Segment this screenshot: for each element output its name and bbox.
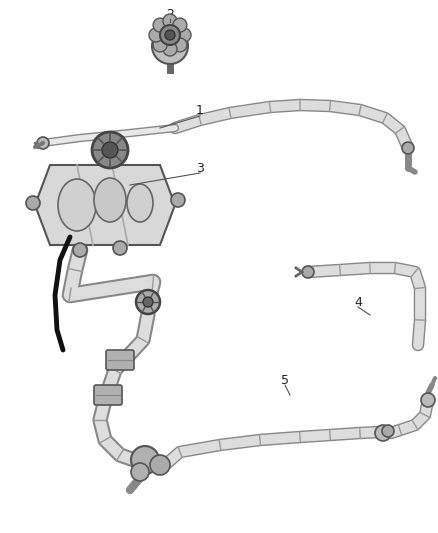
Circle shape [160,25,180,45]
Circle shape [177,28,191,42]
Text: 1: 1 [196,103,204,117]
Circle shape [302,266,314,278]
Circle shape [173,38,187,52]
Circle shape [150,455,170,475]
Polygon shape [35,165,175,245]
Circle shape [136,290,160,314]
Text: 3: 3 [196,161,204,174]
Circle shape [143,297,153,307]
Circle shape [421,393,435,407]
Text: 4: 4 [354,295,362,309]
Circle shape [152,28,188,64]
FancyBboxPatch shape [106,350,134,370]
Text: 5: 5 [281,374,289,386]
Circle shape [73,243,87,257]
Circle shape [37,137,49,149]
Circle shape [163,42,177,56]
Ellipse shape [58,179,96,231]
Circle shape [163,14,177,28]
Circle shape [165,30,175,40]
Circle shape [102,142,118,158]
Ellipse shape [127,184,153,222]
Circle shape [113,241,127,255]
Circle shape [382,425,394,437]
Circle shape [149,28,163,42]
Circle shape [171,193,185,207]
Circle shape [26,196,40,210]
Circle shape [131,463,149,481]
Circle shape [402,142,414,154]
Text: 2: 2 [166,7,174,20]
Circle shape [153,38,167,52]
Circle shape [153,18,167,32]
Circle shape [92,132,128,168]
Circle shape [375,425,391,441]
Ellipse shape [94,178,126,222]
Circle shape [173,18,187,32]
Circle shape [131,446,159,474]
FancyBboxPatch shape [94,385,122,405]
